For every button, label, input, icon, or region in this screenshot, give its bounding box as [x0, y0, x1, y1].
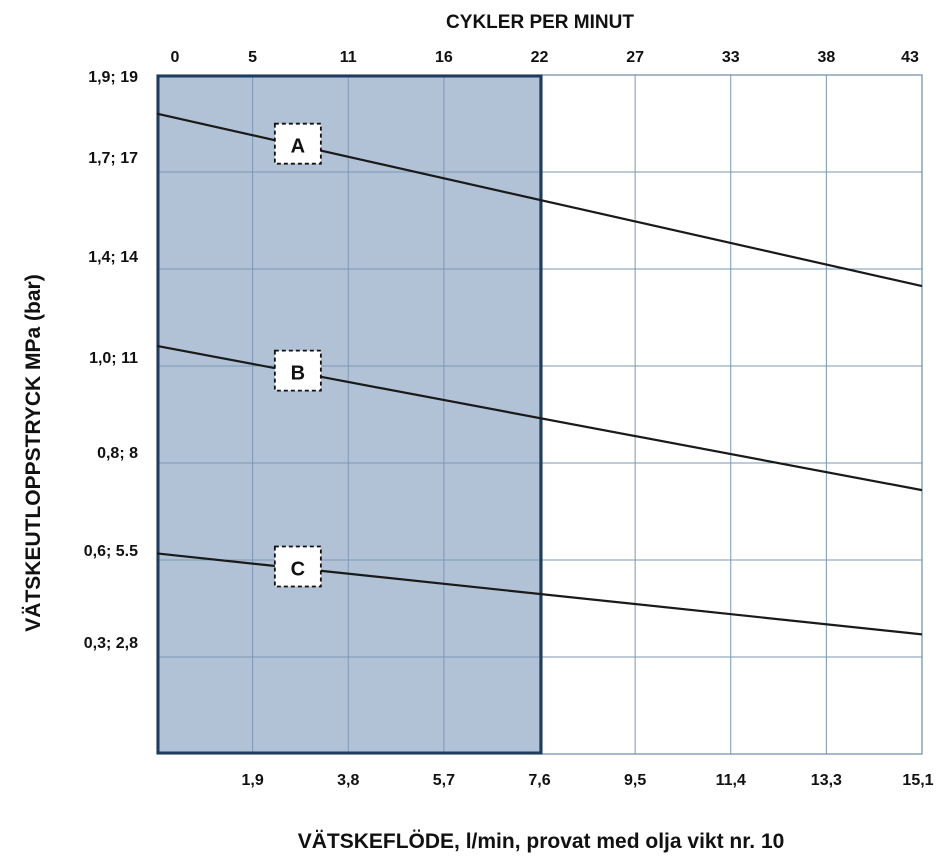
top-tick-label: 33: [722, 49, 740, 66]
top-tick-label: 43: [901, 49, 919, 66]
series-label-box: [273, 122, 322, 165]
top-tick-label: 11: [340, 49, 357, 66]
shaded-region-border: [156, 74, 543, 755]
bottom-tick-label: 3,8: [337, 772, 359, 789]
bottom-tick-label: 1,9: [242, 772, 264, 789]
y-tick-label: 1,4; 14: [88, 249, 138, 266]
chart-title: CYKLER PER MINUT: [446, 12, 634, 33]
y-tick-label: 0,6; 5.5: [84, 543, 138, 560]
top-tick-label: 27: [626, 49, 644, 66]
bottom-tick-label: 5,7: [433, 772, 455, 789]
top-tick-label: 38: [817, 49, 835, 66]
series-lines: A B C: [156, 112, 923, 636]
bottom-tick-label: 13,3: [811, 772, 842, 789]
y-axis-ticks: 1,9; 19 1,7; 17 1,4; 14 1,0; 11 0,8; 8 0,6; 5…: [84, 69, 138, 652]
y-tick-label: 0,3; 2,8: [84, 635, 138, 652]
bottom-tick-label: 11,4: [716, 772, 746, 789]
y-tick-label: 0,8; 8: [97, 445, 138, 462]
series-label-c: C: [291, 558, 305, 580]
series-label-box: [273, 545, 322, 588]
y-tick-label: 1,7; 17: [88, 150, 138, 167]
bottom-tick-label: 9,5: [624, 772, 646, 789]
top-axis-ticks: 0 5 11 16 22 27 33 38 43: [171, 49, 919, 66]
series-label-box: [273, 349, 322, 392]
bottom-axis-ticks: 1,9 3,8 5,7 7,6 9,5 11,4 13,3 15,1: [242, 772, 934, 789]
y-tick-label: 1,9; 19: [88, 69, 138, 86]
bottom-tick-label: 7,6: [528, 772, 550, 789]
top-tick-label: 0: [171, 49, 180, 66]
top-tick-label: 16: [435, 49, 453, 66]
bottom-tick-label: 15,1: [902, 772, 933, 789]
x-axis-label: VÄTSKEFLÖDE, l/min, provat med olja vikt…: [298, 830, 785, 853]
top-tick-label: 5: [248, 49, 257, 66]
series-label-a: A: [291, 136, 305, 158]
series-label-b: B: [291, 363, 305, 385]
shaded-region: [157, 75, 543, 754]
y-axis-label: VÄTSKEUTLOPPSTRYCK MPa (bar): [22, 274, 45, 631]
top-tick-label: 22: [531, 49, 549, 66]
y-tick-label: 1,0; 11: [89, 350, 138, 367]
